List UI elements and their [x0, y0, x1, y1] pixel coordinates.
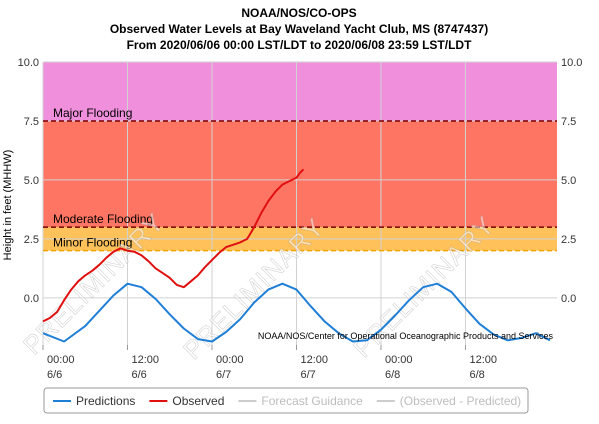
threshold-label: Minor Flooding	[53, 236, 132, 250]
y-tick-label-left: 5.0	[24, 175, 39, 187]
x-tick-time: 00:00	[216, 354, 244, 366]
x-axis: 00:00 6/6 12:00 6/6 00:00 6/7 12:00 6/7 00:00 6/8…	[42, 345, 497, 381]
legend-label: Observed	[172, 394, 224, 408]
chart-title-range: From 2020/06/06 00:00 LST/LDT to 2020/06…	[127, 38, 472, 52]
chart-title-agency: NOAA/NOS/CO-OPS	[241, 6, 356, 20]
predictions-series-line	[42, 282, 551, 343]
y-tick-label-right: 5.0	[561, 175, 576, 187]
legend: Predictions Observed Forecast Guidance (Obs…	[53, 394, 521, 408]
y-tick-label-right: 7.5	[561, 116, 576, 128]
legend-label: Forecast Guidance	[261, 394, 363, 408]
y-tick-label-right: 2.5	[561, 234, 576, 246]
legend-box	[43, 387, 529, 414]
y-tick-label-left: 2.5	[24, 234, 39, 246]
x-tick-date: 6/7	[216, 369, 231, 381]
y-axis-label: Height in feet (MHHW)	[2, 150, 14, 261]
major-flooding-band	[43, 62, 557, 121]
y-tick-label-left: 10.0	[18, 57, 39, 69]
x-tick-date: 6/6	[47, 369, 62, 381]
threshold-label: Major Flooding	[53, 106, 132, 120]
credit-text: NOAA/NOS/Center for Operational Oceanogr…	[258, 331, 554, 341]
chart-title-station: Observed Water Levels at Bay Waveland Ya…	[110, 22, 488, 36]
observed-series-line	[42, 168, 305, 323]
flood-threshold-lines: Major Flooding Moderate Flooding Minor Flo…	[43, 106, 557, 252]
series-lines	[42, 168, 551, 343]
x-tick-time: 12:00	[300, 354, 328, 366]
legend-label: Predictions	[76, 394, 135, 408]
x-tick-date: 6/6	[131, 369, 146, 381]
y-axis-left: 0.0 2.5 5.0 7.5 10.0	[18, 57, 39, 305]
x-tick-time: 00:00	[385, 354, 413, 366]
x-tick-time: 12:00	[469, 354, 497, 366]
y-axis-right: 0.0 2.5 5.0 7.5 10.0	[561, 57, 582, 305]
y-tick-label-left: 0.0	[24, 293, 39, 305]
y-tick-label-right: 10.0	[561, 57, 582, 69]
x-tick-date: 6/8	[469, 369, 484, 381]
legend-label: (Observed - Predicted)	[400, 394, 521, 408]
threshold-label: Moderate Flooding	[53, 212, 153, 226]
x-tick-date: 6/7	[300, 369, 315, 381]
y-tick-label-left: 7.5	[24, 116, 39, 128]
x-tick-date: 6/8	[385, 369, 400, 381]
x-tick-time: 00:00	[47, 354, 75, 366]
y-tick-label-right: 0.0	[561, 293, 576, 305]
x-tick-time: 12:00	[131, 354, 159, 366]
